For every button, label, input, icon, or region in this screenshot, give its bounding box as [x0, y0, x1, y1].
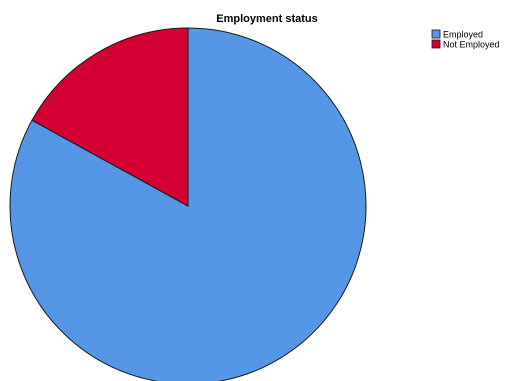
legend-swatch-not-employed	[431, 39, 441, 49]
legend-label-employed: Employed	[443, 30, 483, 40]
legend-swatch-employed	[431, 29, 441, 39]
pie-slices	[9, 27, 367, 381]
legend-label-not-employed: Not Employed	[443, 40, 500, 50]
pie-slice-not-employed	[31, 27, 189, 207]
chart-title: Employment status	[216, 13, 317, 25]
pie-slice-employed	[9, 27, 367, 381]
